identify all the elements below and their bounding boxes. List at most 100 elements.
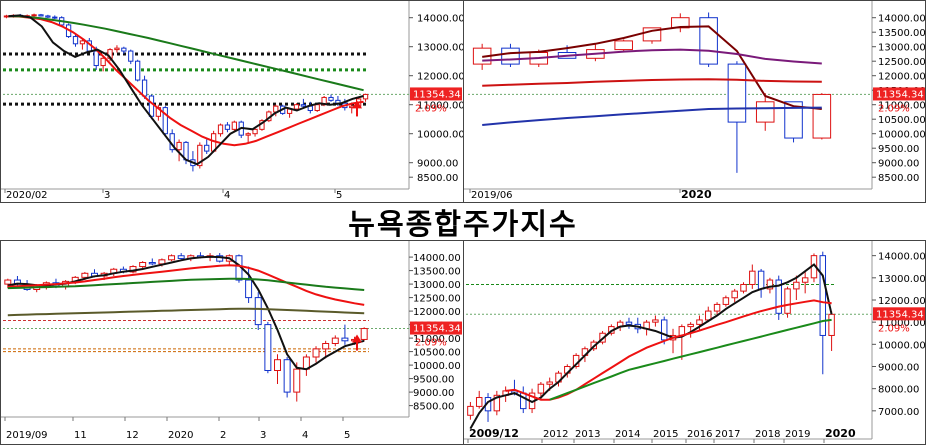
moving-average-line xyxy=(8,15,364,92)
candle-up xyxy=(79,40,86,45)
y-tick-label: 9000.00 xyxy=(878,362,919,373)
x-tick-label: 11 xyxy=(74,430,87,441)
y-tick-label: 14000.00 xyxy=(413,253,461,264)
x-tick-label: 2017 xyxy=(715,429,740,440)
y-tick-label: 12000.00 xyxy=(417,72,463,83)
last-price-label: 11354.34 xyxy=(413,89,461,100)
candle-down xyxy=(162,107,168,135)
candle-down xyxy=(204,144,210,152)
moving-average-line xyxy=(8,15,364,147)
candle-up xyxy=(766,279,774,290)
last-price-label: 11354.34 xyxy=(876,89,924,100)
candle-up xyxy=(696,319,703,325)
candle-down xyxy=(245,279,253,299)
y-tick-label: 11000.00 xyxy=(878,318,925,329)
chart-panel-weekly: 14000.00 13500.00 13000.00 12500.00 12000.00… xyxy=(0,240,464,445)
candle-down xyxy=(727,63,747,123)
last-price-box xyxy=(873,87,925,101)
candle-up xyxy=(801,277,809,283)
y-tick-label: 13000.00 xyxy=(878,43,925,54)
candle-down xyxy=(216,255,224,262)
y-tick-label: 11000.00 xyxy=(413,334,461,345)
y-tick-label: 14000.00 xyxy=(417,14,463,25)
daily-chart-svg: 14000.00 13000.00 12000.00 11000.00 10000.00… xyxy=(1,1,463,201)
candle-down xyxy=(784,101,803,139)
y-tick-label: 13000.00 xyxy=(413,280,461,291)
candle-up xyxy=(139,262,147,268)
candle-up xyxy=(362,93,369,100)
candle-up xyxy=(360,328,368,340)
last-price-box xyxy=(410,87,462,101)
candle-down xyxy=(283,359,291,393)
y-tick-label: 10000.00 xyxy=(417,130,463,141)
x-tick-label: 4 xyxy=(302,430,308,441)
moving-average-line xyxy=(482,106,822,126)
moving-average-line xyxy=(482,78,822,87)
moving-average-line xyxy=(7,307,365,317)
candle-up xyxy=(114,47,120,51)
moving-average-line xyxy=(7,264,365,306)
candle-up xyxy=(793,281,800,290)
candle-down xyxy=(819,255,827,336)
change-pct-label: 2.09% xyxy=(878,323,910,334)
yearly-chart-svg: 14000.00 13000.00 12000.00 11000.00 10000.00… xyxy=(464,241,925,443)
candle-up xyxy=(749,270,756,285)
x-tick-label: 2009/12 xyxy=(469,427,519,440)
candle-down xyxy=(699,17,718,65)
y-tick-label: 13500.00 xyxy=(413,267,461,278)
moving-average-line xyxy=(8,14,364,166)
y-tick-label: 10500.00 xyxy=(413,348,461,359)
x-tick-label: 2020 xyxy=(168,430,193,441)
candle-up xyxy=(245,133,251,136)
y-tick-label: 13000.00 xyxy=(417,43,463,54)
candle-down xyxy=(625,321,633,325)
candle-up xyxy=(314,104,320,111)
change-pct-label: 2.09% xyxy=(415,338,447,349)
last-price-box xyxy=(410,321,462,335)
candle-up xyxy=(293,104,300,110)
candle-up xyxy=(537,383,545,394)
candle-up xyxy=(274,359,281,371)
candle-up xyxy=(231,121,237,130)
x-tick-label: 5 xyxy=(344,430,350,441)
candle-up xyxy=(740,283,747,292)
candle-down xyxy=(224,124,231,130)
candle-down xyxy=(93,50,99,67)
candle-down xyxy=(128,50,134,62)
x-tick-label: 4 xyxy=(224,190,230,201)
candle-down xyxy=(45,15,51,18)
candle-down xyxy=(148,262,156,265)
candle-down xyxy=(328,96,334,101)
monthly-chart-svg: 14000.00 13500.00 13000.00 12500.00 12000.00… xyxy=(464,1,925,201)
x-tick-label: 2016 xyxy=(687,429,712,440)
candle-up xyxy=(755,101,775,123)
y-tick-label: 9500.00 xyxy=(413,375,454,386)
signal-arrow-head xyxy=(352,334,362,343)
y-tick-label: 13500.00 xyxy=(878,28,925,39)
y-tick-label: 9500.00 xyxy=(878,144,919,155)
y-tick-label: 11000.00 xyxy=(417,101,463,112)
candle-down xyxy=(121,47,127,52)
y-tick-label: 10000.00 xyxy=(878,340,925,351)
change-pct-label: 2.09% xyxy=(878,103,910,114)
candle-down xyxy=(660,319,668,341)
candle-up xyxy=(4,279,12,285)
y-tick-label: 10000.00 xyxy=(878,130,925,141)
change-pct-label: 2.09% xyxy=(415,103,447,114)
x-tick-label: 12 xyxy=(126,430,139,441)
y-tick-label: 8000.00 xyxy=(878,385,919,396)
candle-up xyxy=(100,57,106,67)
y-tick-label: 7000.00 xyxy=(878,407,919,418)
candle-down xyxy=(775,279,782,314)
moving-average-line xyxy=(482,25,822,110)
candle-up xyxy=(493,394,501,412)
y-tick-label: 10000.00 xyxy=(413,361,461,372)
candle-up xyxy=(331,337,339,344)
candle-up xyxy=(197,144,203,167)
y-tick-label: 14000.00 xyxy=(878,14,925,25)
candle-down xyxy=(501,47,520,65)
candle-up xyxy=(614,40,633,51)
x-tick-label: 2020 xyxy=(825,427,856,440)
candle-down xyxy=(757,270,765,290)
x-tick-label: 2015 xyxy=(653,429,678,440)
